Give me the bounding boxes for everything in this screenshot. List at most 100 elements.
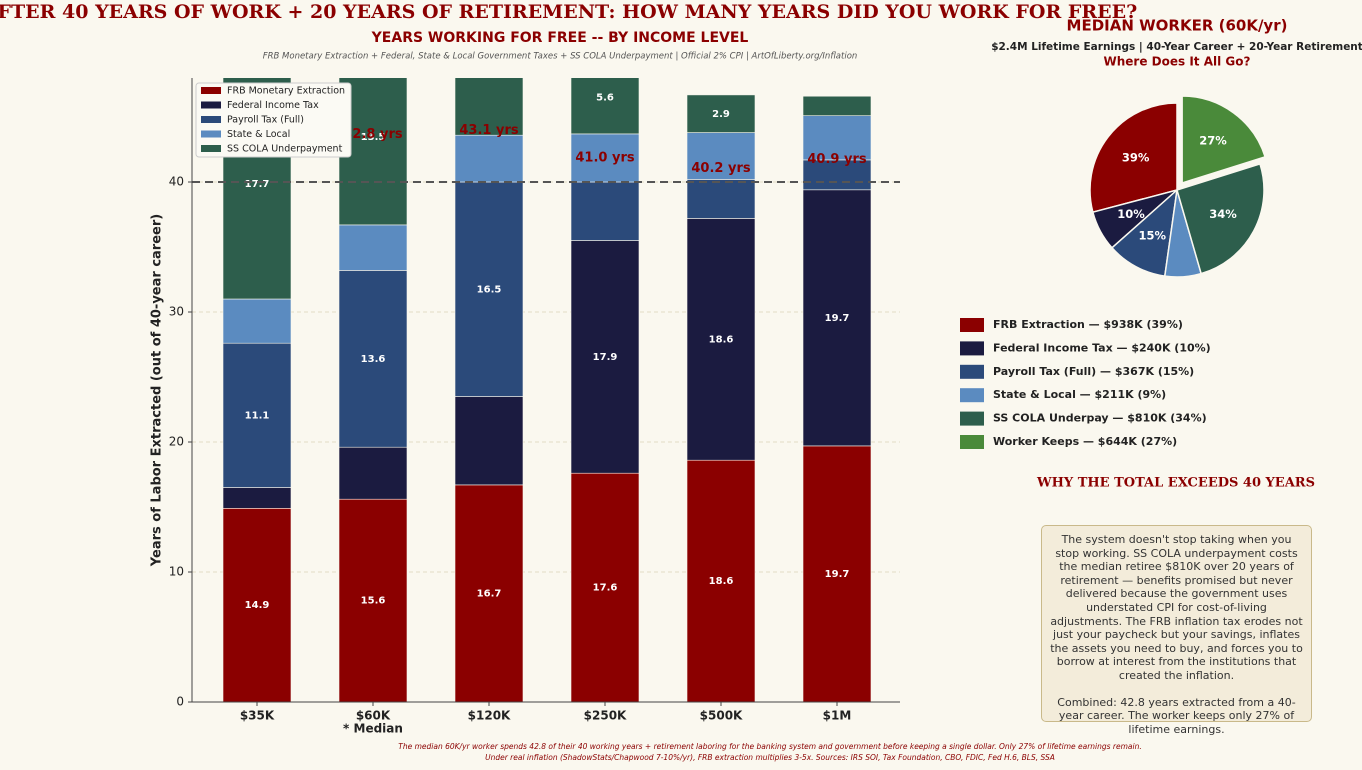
bar-segment [570, 133, 640, 183]
legend-swatch [201, 130, 221, 138]
legend-box [195, 82, 352, 158]
pie-slice [1089, 102, 1178, 214]
legend-label: Federal Income Tax — $240K (10%) [993, 341, 1211, 354]
pie-subtitle: $2.4M Lifetime Earnings | 40-Year Career… [991, 41, 1362, 53]
bar-value-label: 15.6 [361, 596, 386, 607]
legend-label: State & Local — $211K (9%) [993, 388, 1166, 401]
x-note: * Median [343, 722, 403, 736]
legend-swatch [201, 116, 221, 123]
legend-label: FRB Extraction — $938K (39%) [993, 318, 1183, 331]
pie-title: MEDIAN WORKER (60K/yr) [1067, 17, 1288, 35]
bar-title: YEARS WORKING FOR FREE -- BY INCOME LEVE… [371, 30, 749, 46]
bar-segment [570, 181, 640, 241]
pie-label: 15% [1139, 229, 1167, 243]
total-label: 42.8 yrs [343, 127, 402, 142]
legend-swatch [960, 341, 984, 356]
bar-segment [802, 159, 872, 191]
bar-segment [686, 179, 756, 219]
bar-value-label: 11.1 [245, 410, 270, 421]
pie-slice [1181, 95, 1267, 185]
bar-segment [222, 507, 292, 702]
bar-value-label: 19.7 [825, 313, 850, 324]
bar-segment [570, 240, 640, 474]
pie-label: 10% [1117, 207, 1145, 221]
legend-swatch [960, 411, 984, 426]
textbox-heading: WHY THE TOTAL EXCEEDS 40 YEARS [1036, 476, 1315, 491]
bar-segment [686, 94, 756, 133]
legend-swatch [201, 101, 221, 109]
bar-segment [802, 95, 872, 116]
plot-area: 14.9 11.1 17.7 15.6 13.6 13.5 16.7 16.5 10.0 17.6… [222, 65, 872, 702]
bar-subtitle: FRB Monetary Extraction + Federal, State… [263, 52, 858, 62]
bar-value-label: 13.6 [361, 354, 386, 365]
total-label: 43.1 yrs [459, 123, 518, 138]
x-tick-label: $500K [700, 709, 743, 723]
paragraph: The system doesn't stop taking when you … [1050, 533, 1303, 682]
total-label: 40.2 yrs [691, 161, 750, 176]
total-label: 41.0 yrs [575, 151, 634, 166]
y-tick-label: 0 [176, 695, 184, 709]
legend-label: Federal Income Tax [227, 100, 319, 111]
paragraph: Combined: 42.8 years extracted from a 40… [1057, 695, 1296, 736]
legend-label: Worker Keeps — $644K (27%) [993, 435, 1177, 448]
pie-label: 39% [1122, 151, 1150, 165]
bar-value-label: 16.7 [477, 588, 502, 599]
bar-segment [686, 132, 756, 180]
footnote: The median 60K/yr worker spends 42.8 of … [398, 742, 1142, 751]
bar-segment [454, 78, 524, 136]
bar-segment [338, 446, 408, 500]
bar-segment [338, 224, 408, 271]
pie-label: 27% [1199, 133, 1227, 147]
bar-value-label: 17.6 [593, 583, 618, 594]
bar-segment [802, 445, 872, 702]
x-tick-label: $1M [823, 709, 852, 723]
bar-value-label: 10.0 [477, 65, 502, 76]
bar-value-label: 14.9 [245, 600, 270, 611]
pie-slice [1176, 162, 1265, 275]
x-tick-label: $120K [468, 709, 511, 723]
bar-segment [802, 115, 872, 161]
text-box: The system doesn't stop taking when you … [1041, 525, 1312, 736]
legend-swatch [201, 145, 221, 152]
total-label: 40.9 yrs [807, 152, 866, 167]
pie-question: Where Does It All Go? [1104, 55, 1251, 69]
bar-segment [222, 298, 292, 344]
bar-value-label: 5.6 [596, 93, 614, 104]
legend-label: State & Local [227, 129, 290, 140]
bar-segment [454, 134, 524, 183]
bar-segment [570, 78, 640, 135]
footnote: Under real inflation (ShadowStats/Chapwo… [485, 753, 1055, 762]
bar-segment [686, 459, 756, 702]
bar-segment [222, 487, 292, 509]
bar-value-label: 13.5 [361, 132, 386, 143]
bar-segment [338, 498, 408, 702]
bar-value-label: 16.5 [477, 284, 502, 295]
legend-label: SS COLA Underpay — $810K (34%) [993, 412, 1207, 425]
bar-value-label: 18.6 [709, 334, 734, 345]
x-tick-label: $250K [584, 709, 627, 723]
bar-segment [570, 472, 640, 702]
y-tick-label: 30 [169, 305, 184, 319]
legend-swatch [960, 318, 984, 332]
suptitle: AFTER 40 YEARS OF WORK + 20 YEARS OF RET… [0, 1, 1137, 23]
x-tick-label: $60K [356, 709, 391, 723]
bar-value-label: 19.7 [825, 569, 850, 580]
bar-segment [686, 218, 756, 461]
legend-swatch [960, 435, 984, 449]
legend-swatch [201, 87, 221, 94]
bar-value-label: 17.9 [593, 352, 618, 363]
legend-label: Payroll Tax (Full) — $367K (15%) [993, 365, 1194, 378]
bar-value-label: 2.9 [712, 109, 730, 120]
bar-value-label: 18.6 [709, 576, 734, 587]
y-tick-label: 40 [169, 175, 184, 189]
legend-label: Payroll Tax (Full) [227, 115, 304, 126]
legend-swatch [960, 388, 984, 403]
y-tick-label: 10 [169, 565, 184, 579]
x-tick-label: $35K [240, 709, 275, 723]
legend-label: SS COLA Underpayment [227, 144, 343, 155]
y-axis-label: Years of Labor Extracted (out of 40-year… [150, 214, 165, 567]
y-tick-label: 20 [169, 435, 184, 449]
bar-value-label: 17.7 [245, 179, 270, 190]
